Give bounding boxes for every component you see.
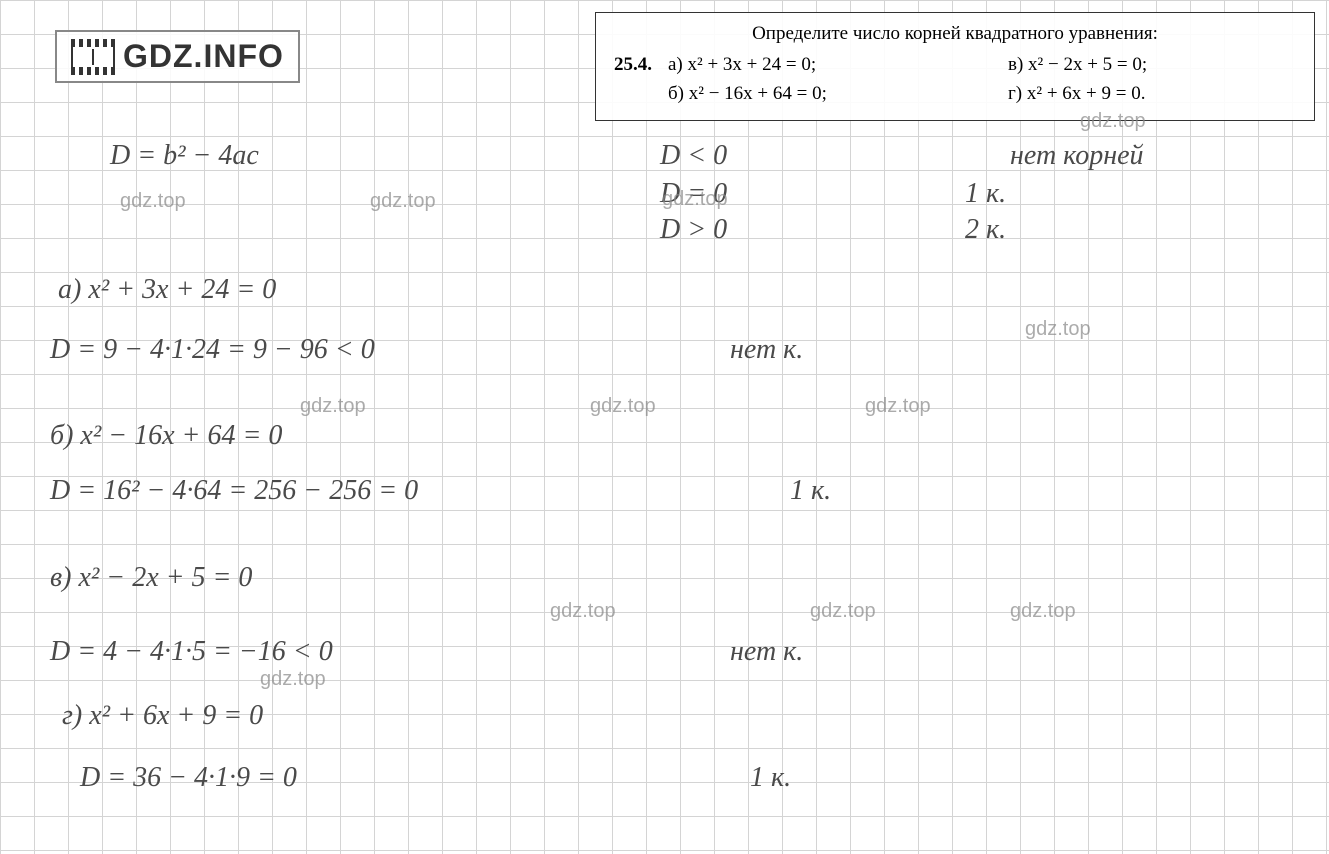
- problem-box: Определите число корней квадратного урав…: [595, 12, 1315, 121]
- problem-b: б) x² − 16x + 64 = 0;: [668, 80, 1008, 109]
- hw-b-eq: б) x² − 16x + 64 = 0: [50, 420, 282, 452]
- hw-cond3: D > 0: [660, 214, 727, 246]
- watermark: gdz.top: [260, 668, 326, 691]
- hw-res2: 1 к.: [965, 178, 1006, 210]
- hw-v-ans: нет к.: [730, 636, 803, 668]
- problem-g: г) x² + 6x + 9 = 0.: [1008, 80, 1296, 109]
- hw-formula: D = b² − 4ac: [110, 140, 259, 172]
- watermark: gdz.top: [1080, 110, 1146, 133]
- watermark: gdz.top: [865, 395, 931, 418]
- hw-res1: нет корней: [1010, 140, 1144, 172]
- hw-g-ans: 1 к.: [750, 762, 791, 794]
- hw-cond1: D < 0: [660, 140, 727, 172]
- watermark: gdz.top: [590, 395, 656, 418]
- logo-text: GDZ.INFO: [123, 38, 284, 75]
- hw-b-ans: 1 к.: [790, 475, 831, 507]
- problem-v: в) x² − 2x + 5 = 0;: [1008, 51, 1296, 80]
- problem-row-1: 25.4. а) x² + 3x + 24 = 0; в) x² − 2x + …: [614, 51, 1296, 80]
- watermark: gdz.top: [120, 190, 186, 213]
- hw-a-d: D = 9 − 4·1·24 = 9 − 96 < 0: [50, 334, 375, 366]
- hw-v-d: D = 4 − 4·1·5 = −16 < 0: [50, 636, 333, 668]
- watermark: gdz.top: [1010, 600, 1076, 623]
- hw-b-d: D = 16² − 4·64 = 256 − 256 = 0: [50, 475, 418, 507]
- watermark: gdz.top: [662, 188, 728, 211]
- problem-title: Определите число корней квадратного урав…: [614, 23, 1296, 45]
- film-icon: [71, 39, 115, 75]
- watermark: gdz.top: [810, 600, 876, 623]
- hw-a-eq: а) x² + 3x + 24 = 0: [58, 274, 276, 306]
- watermark: gdz.top: [1025, 318, 1091, 341]
- problem-row-2: б) x² − 16x + 64 = 0; г) x² + 6x + 9 = 0…: [614, 80, 1296, 109]
- watermark: gdz.top: [370, 190, 436, 213]
- problem-number: 25.4.: [614, 51, 668, 80]
- hw-res3: 2 к.: [965, 214, 1006, 246]
- hw-v-eq: в) x² − 2x + 5 = 0: [50, 562, 252, 594]
- watermark: gdz.top: [550, 600, 616, 623]
- hw-g-eq: г) x² + 6x + 9 = 0: [62, 700, 263, 732]
- hw-a-ans: нет к.: [730, 334, 803, 366]
- watermark: gdz.top: [300, 395, 366, 418]
- hw-g-d: D = 36 − 4·1·9 = 0: [80, 762, 297, 794]
- logo-box: GDZ.INFO: [55, 30, 300, 83]
- problem-a: а) x² + 3x + 24 = 0;: [668, 51, 1008, 80]
